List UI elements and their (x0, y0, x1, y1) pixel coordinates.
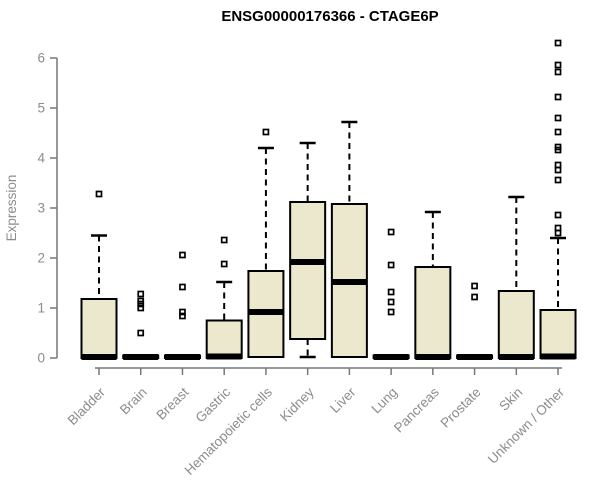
box-group (456, 282, 494, 360)
outlier-point (387, 288, 395, 296)
outlier-point (262, 128, 270, 136)
x-tick-label: Pancreas (391, 384, 442, 435)
x-tick-label: Brain (117, 385, 150, 418)
box-group (497, 195, 535, 360)
x-tick-label: Liver (327, 384, 359, 416)
y-tick-label: 4 (37, 151, 45, 166)
outlier-point (137, 297, 145, 305)
outlier-point (179, 312, 186, 320)
x-tick-label: Prostate (438, 385, 484, 431)
x-tick-label: Unknown / Other (485, 384, 568, 467)
box-group (414, 210, 452, 360)
outlier-point (387, 228, 395, 236)
outlier-point (179, 308, 186, 316)
iqr-box (539, 309, 577, 359)
outlier-point (220, 260, 228, 268)
box-group (539, 39, 577, 360)
outlier-point (554, 176, 562, 184)
y-axis-label: Expression (4, 175, 19, 242)
boxes-layer (80, 39, 577, 360)
box-group (163, 251, 201, 360)
chart-title: ENSG00000176366 - CTAGE6P (221, 8, 438, 25)
x-tick-label: Kidney (277, 384, 317, 424)
iqr-box (497, 290, 535, 359)
outlier-point (554, 224, 562, 232)
box-group (330, 120, 368, 358)
box-group (80, 190, 118, 360)
y-tick-label: 6 (37, 51, 45, 66)
outlier-point (554, 68, 562, 76)
outlier-point (179, 251, 186, 259)
outlier-point (95, 190, 103, 198)
outlier-point (471, 293, 478, 301)
outlier-point (554, 161, 562, 169)
x-tick-label: Bladder (65, 384, 109, 428)
outlier-point (471, 282, 478, 290)
y-tick-label: 0 (37, 351, 45, 366)
outlier-point (387, 298, 395, 306)
box-group (289, 141, 327, 359)
x-tick-label: Lung (368, 385, 400, 417)
outlier-point (387, 308, 395, 316)
iqr-box (205, 319, 243, 359)
outlier-point (554, 93, 562, 101)
outlier-point (220, 236, 228, 244)
outlier-point (554, 143, 562, 151)
iqr-box (289, 201, 327, 340)
iqr-box (414, 266, 452, 359)
outlier-point (554, 39, 562, 47)
outlier-point (137, 329, 145, 337)
x-tick-label: Skin (496, 385, 525, 414)
box-group (122, 290, 160, 360)
y-tick-label: 3 (37, 201, 45, 216)
y-tick-label: 1 (37, 301, 45, 316)
box-group (205, 236, 243, 360)
outlier-point (554, 128, 562, 136)
outlier-point (387, 261, 395, 269)
x-tick-label: Gastric (192, 384, 233, 425)
x-tick-label: Breast (153, 384, 191, 422)
box-group (247, 128, 285, 358)
y-tick-label: 2 (37, 251, 45, 266)
y-axis: 0 1 2 3 4 5 6 (37, 51, 58, 366)
y-tick-label: 5 (37, 101, 45, 116)
outlier-point (554, 114, 562, 122)
box-group (372, 228, 410, 360)
outlier-point (137, 290, 145, 298)
outlier-point (137, 304, 145, 312)
outlier-point (554, 61, 562, 69)
outlier-point (554, 211, 562, 219)
outlier-point (179, 283, 186, 291)
iqr-box (80, 298, 118, 359)
